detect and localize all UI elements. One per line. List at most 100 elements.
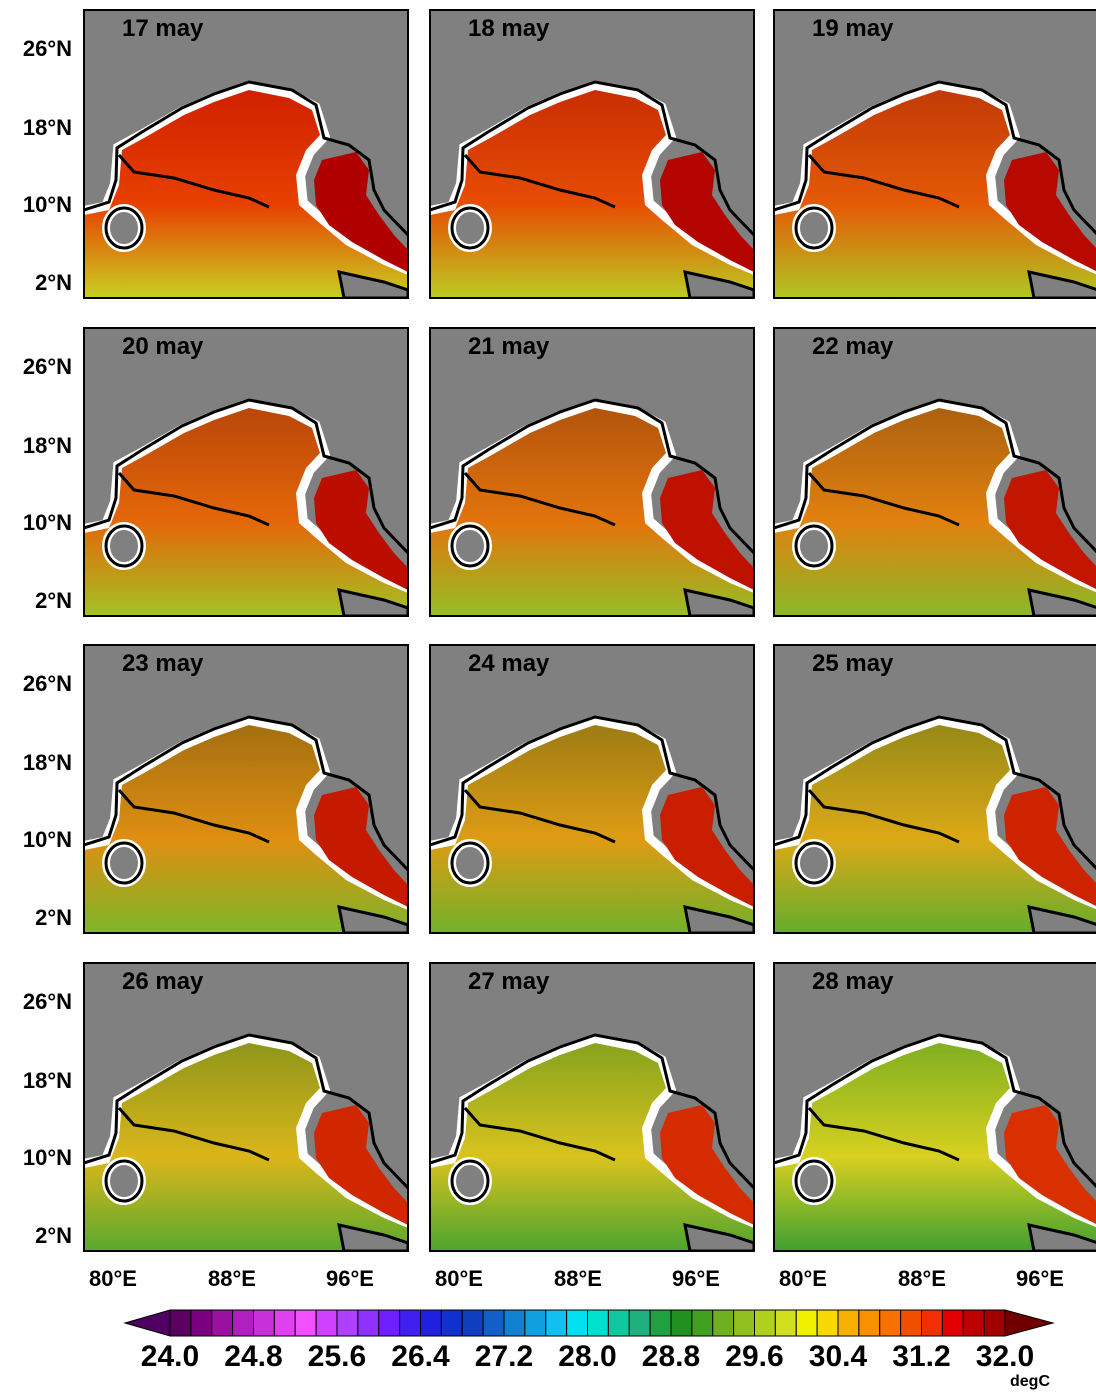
lat-label: 10°N: [23, 827, 72, 852]
lon-label: 96°E: [672, 1266, 720, 1291]
colorbar-swatch: [211, 1309, 234, 1337]
lat-label: 18°N: [23, 750, 72, 775]
colorbar-swatch: [566, 1309, 588, 1337]
sumatra: [1027, 1223, 1096, 1251]
sst-field: [774, 725, 1096, 933]
storm-track: [463, 472, 616, 527]
colorbar-swatch: [837, 1309, 860, 1337]
andaman-field: [314, 152, 408, 272]
panel-frame: [83, 644, 409, 934]
lon-label: 88°E: [554, 1266, 602, 1291]
colorbar-swatch: [795, 1309, 818, 1337]
panel-frame: [83, 327, 409, 617]
coastline: [84, 80, 408, 237]
colorbar-swatch: [294, 1309, 317, 1337]
panel-frame: [773, 9, 1096, 299]
lat-label: 18°N: [23, 115, 72, 140]
coastline: [774, 1033, 1096, 1189]
coastline: [774, 715, 1096, 871]
sumatra: [683, 588, 754, 616]
lat-label: 10°N: [23, 192, 72, 217]
map-panel: 27 may: [429, 962, 755, 1252]
sri-lanka-coast: [104, 206, 144, 250]
andaman-field: [314, 470, 408, 590]
colorbar-label: 27.2: [475, 1340, 533, 1373]
sri-lanka-coast: [104, 1159, 144, 1203]
sst-field: [84, 408, 408, 616]
lat-label: 26°N: [23, 36, 72, 61]
storm-track: [463, 789, 616, 844]
andaman-field: [1004, 1105, 1096, 1224]
storm-track: [117, 472, 270, 527]
colorbar-label: 30.4: [809, 1340, 868, 1373]
colorbar-swatch: [921, 1309, 943, 1337]
sri-lanka-coast: [450, 1159, 490, 1203]
colorbar-swatch: [983, 1309, 1006, 1337]
sumatra: [337, 1223, 408, 1251]
coastline: [430, 80, 754, 237]
panel-frame: [429, 9, 755, 299]
panel-title: 26 may: [122, 968, 204, 995]
map-panel: 23 may: [83, 644, 409, 934]
storm-track: [807, 154, 960, 209]
sst-field: [430, 90, 754, 298]
andaman-field: [1004, 152, 1096, 271]
sumatra: [337, 270, 408, 298]
lon-label: 88°E: [898, 1266, 946, 1291]
colorbar-swatch: [816, 1309, 839, 1337]
andaman-field: [660, 470, 754, 590]
colorbar-label: 26.4: [391, 1340, 450, 1373]
colorbar-swatch: [482, 1309, 505, 1337]
sst-field: [84, 725, 408, 933]
sumatra: [1027, 270, 1096, 298]
panel-frame: [773, 962, 1096, 1252]
map-panel: 21 may: [429, 327, 755, 617]
sst-field: [430, 725, 754, 933]
storm-track: [807, 472, 960, 527]
colorbar-swatch: [607, 1309, 630, 1337]
sri-lanka-coast: [794, 841, 834, 885]
andaman-field: [660, 1105, 754, 1225]
panel-title: 22 may: [812, 333, 894, 360]
colorbar-swatch: [649, 1309, 672, 1337]
panel-title: 18 may: [468, 15, 550, 42]
colorbar-swatch: [628, 1309, 651, 1337]
coastline: [430, 1033, 754, 1190]
colorbar-swatch: [733, 1309, 755, 1337]
lon-label: 96°E: [1016, 1266, 1064, 1291]
storm-track: [117, 1107, 270, 1162]
colorbar-swatch: [670, 1309, 693, 1337]
sst-field: [430, 408, 754, 616]
sumatra: [1027, 905, 1096, 933]
colorbar-swatch: [357, 1309, 380, 1337]
colorbar-swatch: [754, 1309, 776, 1337]
map-panel: 19 may: [773, 9, 1096, 299]
sumatra: [337, 905, 408, 933]
sst-field: [84, 1043, 408, 1251]
panel-title: 27 may: [468, 968, 550, 995]
colorbar-swatch: [169, 1309, 192, 1337]
colorbar-swatch: [503, 1309, 526, 1337]
colorbar-swatch: [900, 1309, 922, 1337]
colorbar-swatch: [774, 1309, 797, 1337]
andaman-field: [314, 1105, 408, 1225]
colorbar-label: 28.8: [642, 1340, 700, 1373]
storm-track: [807, 1107, 960, 1162]
panel-title: 19 may: [812, 15, 894, 42]
panel-frame: [773, 327, 1096, 617]
sri-lanka-coast: [794, 1159, 834, 1203]
colorbar-high: [1004, 1309, 1055, 1337]
coastline: [430, 398, 754, 555]
lon-label: 80°E: [89, 1266, 137, 1291]
map-panel: 20 may: [83, 327, 409, 617]
colorbar-unit: degC: [1010, 1373, 1050, 1390]
sri-lanka-coast: [104, 524, 144, 568]
panel-title: 17 may: [122, 15, 204, 42]
lat-label: 2°N: [35, 588, 72, 613]
coastline: [430, 715, 754, 872]
panel-frame: [429, 327, 755, 617]
sst-field: [430, 1043, 754, 1251]
sumatra: [683, 1223, 754, 1251]
lon-label: 80°E: [779, 1266, 827, 1291]
